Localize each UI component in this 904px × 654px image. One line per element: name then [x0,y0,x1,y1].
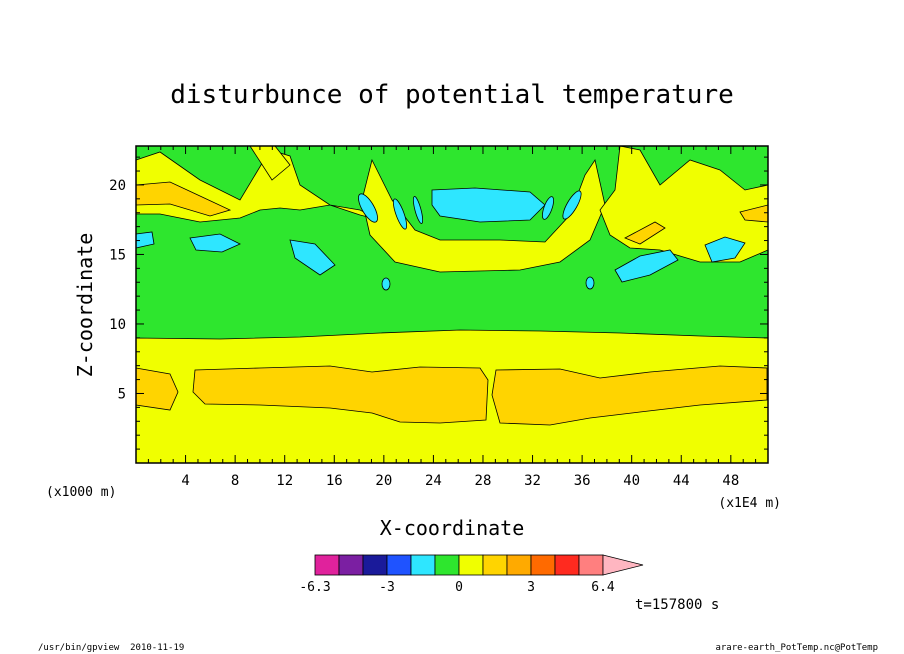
upper-yellow-center [361,158,606,273]
footer-left: /usr/bin/gpview 2010-11-19 [38,643,185,653]
cyan-streak-1 [358,193,378,223]
y-unit-label: (x1000 m) [46,485,116,500]
cyan-small-1 [381,277,391,291]
x-unit-label: (x1E4 m) [718,496,781,511]
plot-area [135,145,769,464]
footer-right: arare-earth_PotTemp.nc@PotTemp [715,643,878,653]
colorbar-tick-label: -3 [379,580,395,595]
x-tick-label: 36 [574,473,591,489]
colorbar-cell [338,554,364,576]
colorbar-cell [386,554,412,576]
colorbar: -6.3 -3 0 3 6.4 [299,554,644,595]
colorbar-tick-label: 6.4 [591,580,615,595]
orange-band-left [192,365,489,424]
x-tick-label: 32 [524,473,541,489]
orange-upper-right-2 [624,221,666,245]
colorbar-tick-label: -6.3 [299,580,330,595]
cyan-streak-2 [392,198,408,230]
cyan-left-lobe [189,233,241,253]
colorbar-cell [530,554,556,576]
y-tick-label: 10 [109,317,126,333]
colorbar-cell [362,554,388,576]
x-tick-label: 48 [722,473,739,489]
plot-frame [135,145,769,464]
cyan-right-lobe [614,249,679,283]
cyan-right-lobe-2 [704,236,746,263]
x-tick-label: 40 [623,473,640,489]
y-tick-label: 20 [109,178,126,194]
colorbar-cell [578,554,604,576]
colorbar-cell [482,554,508,576]
colorbar-cell [314,554,340,576]
colorbar-arrow [602,554,644,576]
orange-upper-left [135,181,232,217]
cyan-small-2 [585,276,595,290]
y-tick-label: 15 [109,247,126,263]
x-tick-label: 44 [673,473,690,489]
x-tick-label: 24 [425,473,442,489]
cyan-streak-3 [412,196,424,224]
x-tick-label: 28 [475,473,492,489]
colorbar-cell [554,554,580,576]
cyan-left-lobe-2 [289,239,336,276]
colorbar-cell [434,554,460,576]
time-label: t=157800 s [635,597,719,613]
orange-band-right [491,365,768,426]
colorbar-cell [506,554,532,576]
colorbar-tick-label: 0 [455,580,463,595]
x-tick-label: 16 [326,473,343,489]
cyan-streak-5 [562,190,582,220]
x-tick-label: 4 [181,473,189,489]
y-axis-label: Z-coordinate [73,233,97,378]
chart-title: disturbunce of potential temperature [170,80,734,110]
cyan-upper-center [431,187,546,223]
colorbar-cell [458,554,484,576]
y-tick-label: 5 [118,386,126,402]
cyan-streak-4 [542,196,554,220]
colorbar-tick-label: 3 [527,580,535,595]
x-tick-label: 20 [375,473,392,489]
x-tick-label: 8 [231,473,239,489]
x-tick-label: 12 [276,473,293,489]
x-axis-label: X-coordinate [380,516,525,540]
colorbar-cell [410,554,436,576]
